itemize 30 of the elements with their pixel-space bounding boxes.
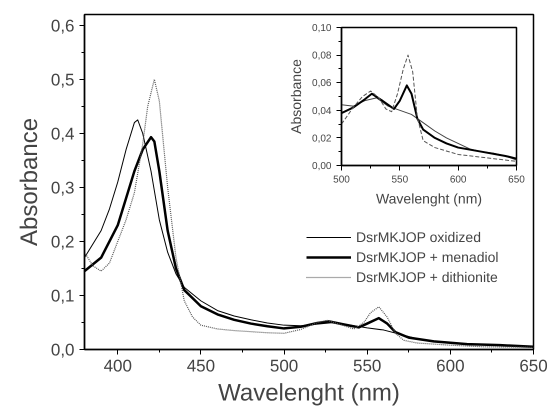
x-axis-title: Wavelenght (nm)	[376, 190, 482, 206]
y-tick-label: 0,04	[312, 106, 332, 117]
x-tick-label: 550	[353, 356, 382, 376]
x-tick-label: 500	[270, 356, 298, 376]
x-tick-label: 600	[450, 174, 467, 186]
y-tick-label: 0,6	[50, 16, 75, 36]
x-tick-label: 550	[391, 174, 409, 186]
y-tick-label: 0,3	[50, 178, 75, 198]
y-tick-label: 0,1	[50, 286, 75, 306]
x-axis-title: Wavelenght (nm)	[218, 380, 400, 406]
y-tick-label: 0,08	[312, 50, 332, 62]
y-tick-label: 0,0	[50, 340, 75, 360]
y-axis-title: Absorbance	[288, 58, 304, 134]
y-tick-label: 0,10	[312, 23, 332, 34]
x-tick-label: 400	[104, 356, 132, 376]
y-tick-label: 0,2	[50, 232, 75, 252]
legend-label: DsrMKJOP oxidized	[356, 229, 482, 245]
y-axis-title: Absorbance	[16, 118, 43, 246]
y-tick-label: 0,06	[312, 78, 332, 90]
x-tick-label: 500	[333, 174, 350, 186]
y-tick-label: 0,4	[50, 124, 75, 144]
y-tick-label: 0,02	[312, 133, 332, 144]
x-tick-label: 650	[519, 356, 548, 376]
legend-label: DsrMKJOP + menadiol	[356, 249, 499, 265]
y-tick-label: 0,00	[312, 161, 332, 172]
x-tick-label: 600	[436, 356, 465, 376]
y-tick-label: 0,5	[50, 70, 75, 90]
x-tick-label: 650	[508, 174, 526, 186]
legend-label: DsrMKJOP + dithionite	[356, 269, 498, 285]
x-tick-label: 450	[186, 356, 216, 376]
